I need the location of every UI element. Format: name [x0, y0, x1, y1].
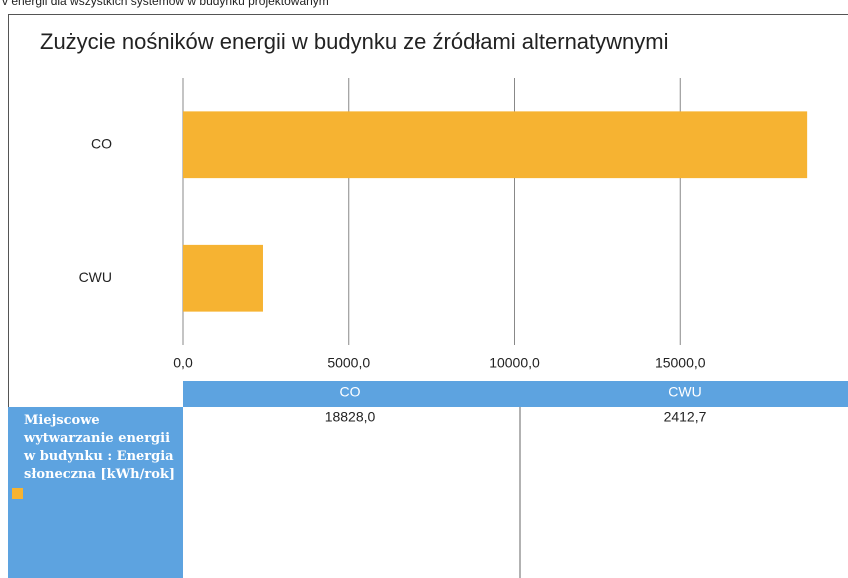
bar	[183, 244, 263, 312]
chart-frame	[8, 14, 848, 578]
table-value: 2412,7	[664, 409, 707, 425]
x-tick-label: 5000,0	[327, 355, 370, 371]
table-value: 18828,0	[325, 409, 376, 425]
x-tick-label: 15000,0	[655, 355, 706, 371]
table-column-header: CWU	[668, 384, 701, 400]
y-tick-label: CO	[91, 135, 112, 151]
x-tick-label: 10000,0	[489, 355, 540, 371]
table-column-header: CO	[340, 384, 361, 400]
legend-label: Miejscowe wytwarzanie energii w budynku …	[24, 413, 176, 482]
chart-title: Zużycie nośników energii w budynku ze źr…	[40, 29, 669, 54]
legend-cell	[8, 407, 183, 578]
table-header	[183, 381, 848, 407]
bar	[183, 111, 808, 179]
x-tick-label: 0,0	[173, 355, 193, 371]
y-tick-label: CWU	[79, 269, 112, 285]
legend-swatch	[12, 488, 23, 499]
page-header: v energii dla wszystkich systemów w budy…	[2, 0, 329, 8]
